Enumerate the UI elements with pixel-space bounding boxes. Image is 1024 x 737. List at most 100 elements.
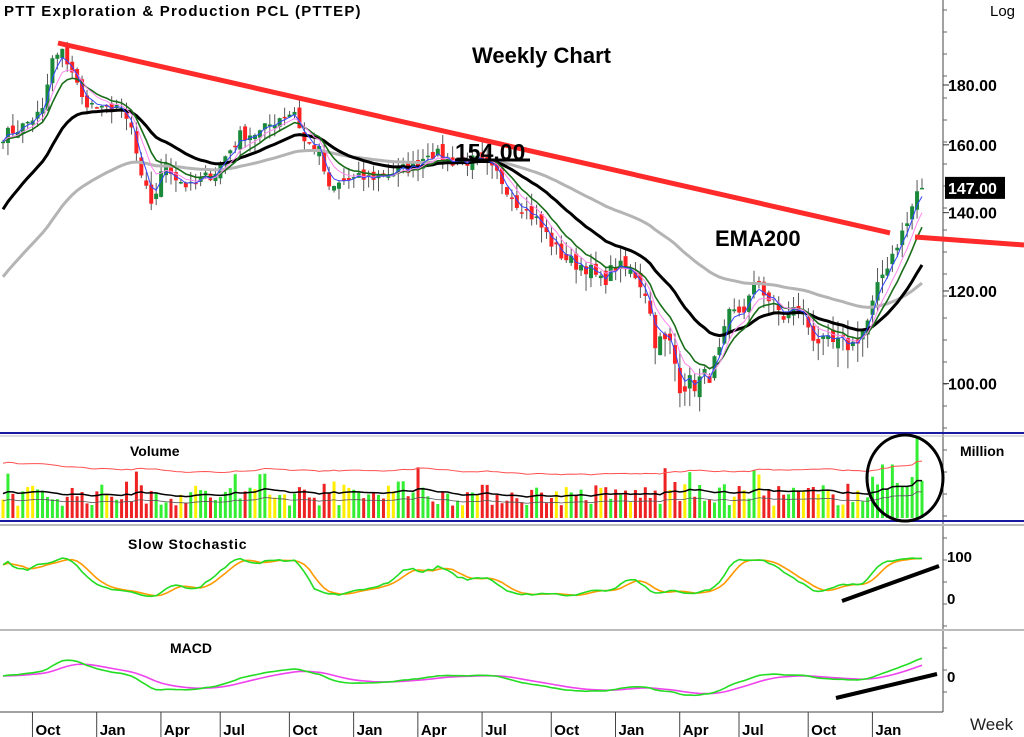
volume-bar [796,490,800,518]
stochastic-level-100: 100 [947,549,972,566]
candle-body [40,108,45,114]
candle-body [826,335,831,340]
stochastic-label: Slow Stochastic [128,536,247,552]
volume-bar [569,492,573,518]
stochastic-level-0: 0 [947,591,955,608]
candle-body [786,311,791,319]
volume-bar [732,496,736,518]
candle-body [297,107,302,129]
volume-bar [263,473,267,518]
volume-bar [900,485,904,518]
candle-body [25,121,30,124]
volume-bar [411,492,415,518]
volume-bar [436,503,440,518]
candle-body [332,186,337,191]
volume-bar [806,488,810,518]
candle-body [554,242,559,245]
volume-bar [273,497,277,518]
candle-body [164,163,169,176]
volume-bar [836,505,840,518]
volume-bar [480,484,484,518]
candle-body [134,131,139,154]
volume-bar [381,498,385,518]
candle-body [677,367,682,394]
candle-body [628,269,633,274]
volume-bar [708,499,712,518]
volume-bar [362,498,366,518]
candle-body [159,171,164,197]
volume-bar [470,492,474,518]
volume-bar [698,484,702,518]
volume-bar [727,505,731,518]
volume-bar [500,503,504,518]
volume-bar [288,505,292,518]
volume-bar [915,438,919,518]
candle-body [885,268,890,276]
candle-body [653,315,658,349]
candle-body [430,151,435,159]
volume-bar [391,491,395,518]
resistance-trendline-extension [914,234,1024,248]
volume-average-line [2,460,923,476]
volume-bar [742,490,746,518]
candle-body [663,333,668,340]
volume-bar [144,503,148,518]
volume-bar [461,505,464,518]
candle-body [35,111,40,119]
volume-bar [26,487,30,518]
resistance-level-label: 154.00 [455,139,525,165]
volume-bar [426,496,430,518]
candle-body [435,148,440,156]
volume-bar [401,481,405,518]
time-tick-label: Oct [811,722,836,737]
volume-bar [421,487,425,518]
candle-body [569,255,574,263]
candle-body [475,155,480,158]
volume-bar [678,501,682,518]
volume-bar [520,502,524,518]
candle-body [806,316,811,328]
volume-bar [342,484,346,518]
price-tick-label: 140.00 [948,206,997,223]
volume-bar [95,491,99,518]
time-tick-label: Jul [742,722,764,737]
volume-bar [584,500,588,518]
time-tick-label: Oct [554,722,579,737]
last-price-label: 147.00 [948,181,997,198]
macd-label: MACD [170,640,212,656]
volume-bar [115,499,119,518]
volume-bar [752,469,756,518]
candle-body [144,180,149,186]
volume-bar [846,483,850,518]
candle-body [109,103,114,112]
volume-bar [490,504,494,518]
last-price-badge [945,176,1005,199]
candle-body [252,135,257,140]
candle-body [267,124,272,127]
candle-body [514,195,519,208]
volume-bar [712,502,716,518]
volume-bar [297,487,301,518]
volume-bar [199,490,203,518]
candle-body [495,160,500,171]
candle-body [262,123,267,130]
candle-body [717,347,722,355]
macd-panel [2,657,938,700]
volume-bar [703,500,707,518]
volume-bar [317,505,321,518]
volume-bar [737,486,741,518]
volume-bar [841,504,845,518]
volume-bar [446,493,450,518]
volume-panel [1,433,945,523]
price-tick-label: 180.00 [948,78,997,95]
volume-spike-highlight-circle [865,433,945,523]
volume-bar [283,494,287,518]
volume-bar [228,488,232,518]
volume-bar [129,501,133,518]
candle-body [168,166,173,174]
candle-body [613,267,618,272]
candle-body [178,181,183,184]
volume-label: Volume [130,443,180,459]
volume-moving-average-line [2,479,923,498]
volume-bar [885,488,889,518]
